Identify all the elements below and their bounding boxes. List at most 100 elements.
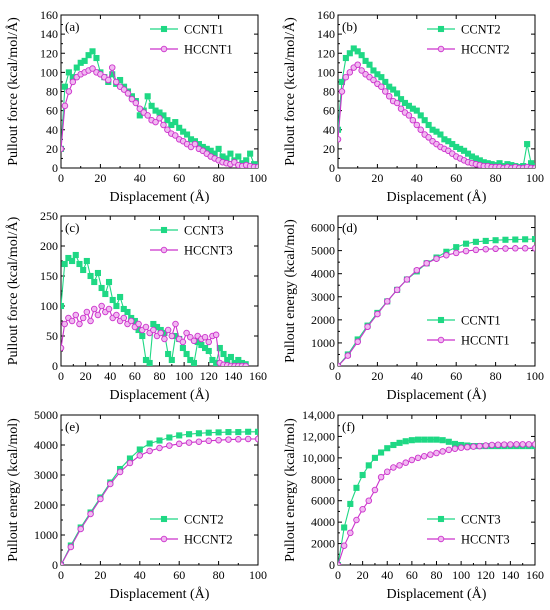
data-point-HCCNT1: [433, 255, 440, 262]
x-axis-title: Displacement (Å): [110, 586, 210, 602]
data-point-HCCNT2: [385, 93, 393, 100]
data-point-CCNT2: [215, 429, 222, 436]
legend: CCNT3 HCCNT3: [427, 513, 510, 547]
data-point-HCCNT1: [384, 298, 391, 305]
data-point-HCCNT2: [244, 435, 252, 443]
data-point-HCCNT3: [427, 451, 434, 458]
data-point-HCCNT2: [61, 561, 65, 565]
data-point-HCCNT3: [531, 441, 535, 448]
data-point-HCCNT3: [127, 317, 135, 325]
data-point-CCNT2: [382, 78, 389, 85]
data-point-CCNT3: [61, 302, 65, 310]
y-tick-label: 0: [52, 558, 58, 572]
y-axis-title: Pullout force (kcal/mol/Å): [5, 17, 21, 166]
data-point-CCNT3: [183, 350, 190, 358]
x-tick-label: 40: [134, 568, 146, 582]
data-point-HCCNT3: [87, 317, 94, 325]
y-tick-label: 140: [317, 27, 335, 41]
x-tick-label: 20: [371, 369, 383, 383]
x-tick-label: 0: [58, 568, 64, 582]
data-point-CCNT2: [437, 131, 444, 138]
data-point-HCCNT2: [354, 61, 361, 68]
data-point-HCCNT2: [126, 459, 134, 467]
data-point-HCCNT1: [61, 102, 69, 110]
data-point-CCNT3: [139, 332, 146, 340]
legend-entry: CCNT2: [461, 23, 501, 37]
data-point-HCCNT3: [68, 317, 76, 325]
data-point-HCCNT2: [87, 510, 94, 518]
data-point-HCCNT3: [457, 444, 465, 451]
panel-a: 0 20 40 60 80 100 0 20 40 60 80 100 120 140 160 Displac…: [5, 8, 267, 205]
x-tick-label: 60: [450, 369, 462, 383]
data-point-CCNT3: [384, 445, 391, 452]
data-point-CCNT3: [113, 302, 120, 310]
y-tick-label: 2000: [34, 498, 58, 512]
data-point-HCCNT3: [353, 516, 360, 524]
x-tick-label: 20: [94, 568, 106, 582]
data-point-HCCNT2: [195, 438, 203, 445]
data-point-HCCNT3: [396, 462, 403, 469]
data-point-HCCNT3: [205, 338, 212, 346]
data-point-HCCNT2: [136, 452, 144, 459]
data-point-CCNT1: [172, 119, 179, 126]
data-point-CCNT3: [98, 284, 105, 292]
data-point-HCCNT3: [476, 442, 483, 450]
data-point-CCNT2: [195, 430, 202, 437]
x-tick-label: 100: [452, 568, 470, 582]
data-point-HCCNT2: [166, 442, 173, 449]
y-tick-label: 160: [40, 8, 58, 22]
data-point-CCNT3: [94, 269, 101, 277]
legend-entry: HCCNT3: [184, 244, 233, 258]
data-point-CCNT2: [366, 61, 373, 68]
legend-swatch-marker: [160, 535, 168, 543]
data-point-HCCNT3: [482, 442, 490, 449]
data-point-HCCNT2: [338, 88, 346, 95]
x-tick-label: 60: [173, 171, 185, 185]
x-axis-title: Displacement (Å): [387, 586, 487, 602]
data-point-HCCNT3: [433, 449, 440, 457]
legend-swatch-marker: [437, 316, 445, 324]
panel-label: (b): [342, 19, 357, 34]
y-tick-label: 14,000: [302, 408, 335, 422]
data-point-HCCNT1: [191, 140, 199, 148]
data-point-CCNT2: [370, 67, 377, 74]
data-point-HCCNT2: [405, 112, 413, 119]
data-point-CCNT3: [439, 437, 446, 444]
x-tick-label: 40: [134, 171, 146, 185]
x-tick-label: 80: [154, 369, 166, 383]
data-point-HCCNT3: [445, 446, 453, 454]
data-point-CCNT3: [105, 278, 113, 286]
x-tick-label: 80: [213, 171, 225, 185]
y-axis-title: Pullout force (kcal/mol/Å): [5, 216, 21, 365]
y-tick-label: 250: [40, 209, 58, 223]
x-tick-label: 40: [411, 369, 423, 383]
data-point-CCNT1: [61, 83, 68, 90]
data-point-CCNT2: [254, 428, 258, 435]
data-point-HCCNT2: [370, 76, 377, 84]
legend-entry: CCNT3: [184, 224, 224, 238]
data-point-HCCNT3: [168, 332, 176, 340]
data-point-HCCNT3: [157, 329, 164, 337]
data-point-HCCNT2: [185, 439, 193, 446]
data-point-HCCNT3: [519, 441, 526, 448]
data-point-HCCNT3: [439, 448, 446, 455]
data-point-HCCNT1: [156, 115, 163, 122]
data-point-HCCNT3: [365, 497, 373, 504]
data-point-HCCNT2: [531, 164, 535, 168]
data-point-HCCNT3: [525, 441, 533, 448]
y-tick-label: 0: [329, 161, 335, 175]
data-point-CCNT1: [531, 236, 535, 243]
data-point-HCCNT3: [172, 320, 179, 328]
data-point-HCCNT3: [464, 443, 471, 451]
series-line-HCCNT2: [338, 63, 535, 168]
y-tick-label: 6000: [311, 221, 335, 235]
y-tick-label: 50: [46, 329, 58, 343]
data-point-HCCNT3: [83, 308, 91, 316]
panel-label: (d): [342, 220, 357, 235]
data-point-CCNT2: [136, 446, 143, 453]
y-tick-label: 0: [52, 359, 58, 373]
legend-entry: HCCNT2: [461, 43, 510, 57]
data-point-HCCNT1: [136, 105, 144, 112]
data-point-CCNT3: [76, 260, 83, 268]
panel-f: 0 20 40 60 80 100 120 140 160 0 2000 4000 6000 8000 10…: [283, 408, 544, 602]
